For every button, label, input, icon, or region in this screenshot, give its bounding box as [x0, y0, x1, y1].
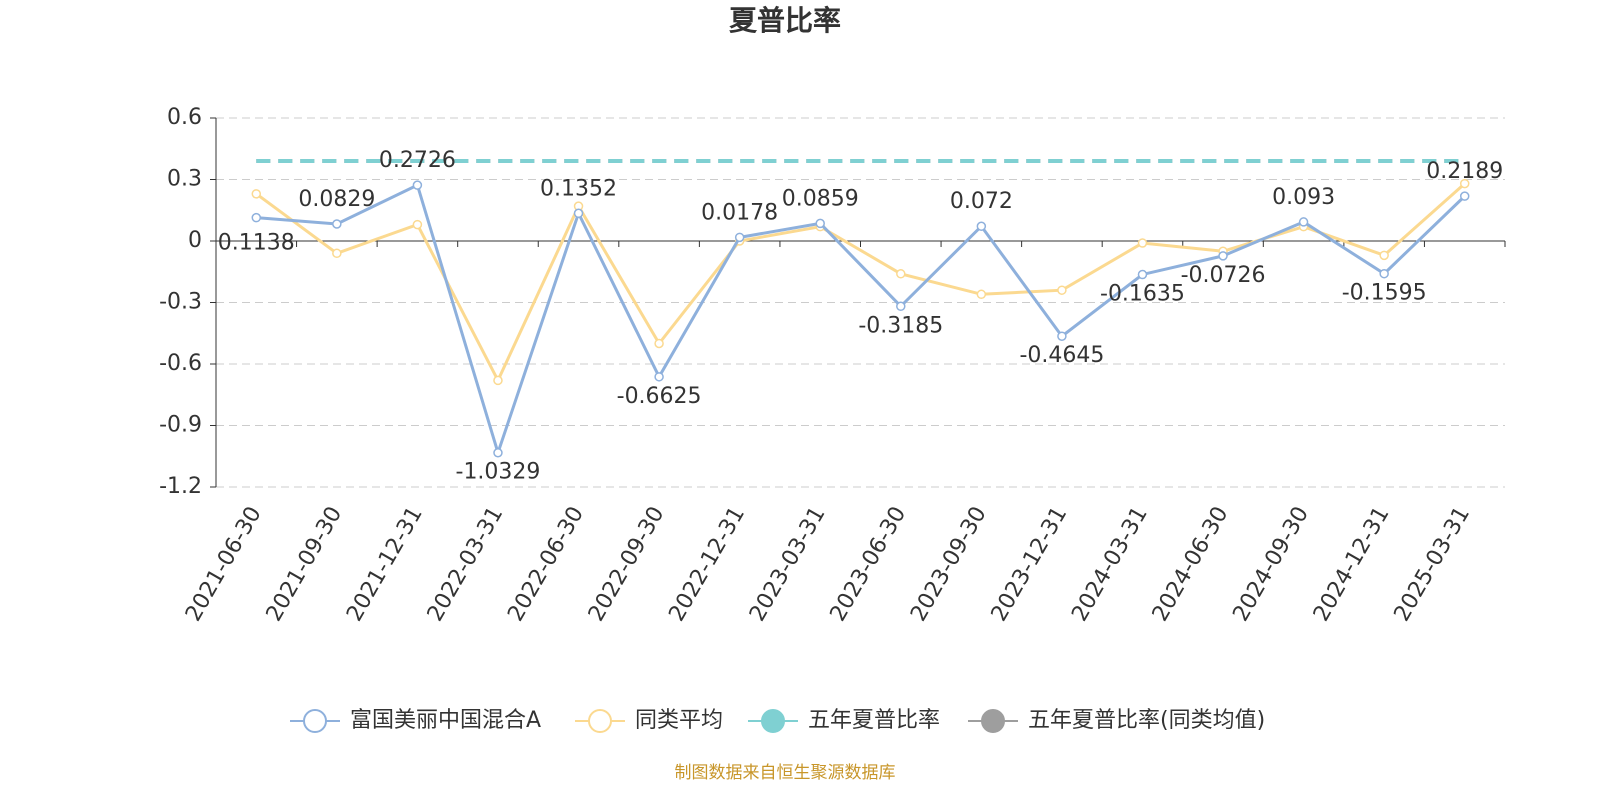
point	[251, 212, 262, 223]
x-tick-label: 2021-09-30	[262, 503, 348, 626]
y-tick-label: 0	[188, 228, 202, 253]
point	[1379, 250, 1389, 261]
point	[493, 375, 503, 386]
y-tick-label: 0.3	[167, 167, 202, 192]
point	[1218, 251, 1228, 261]
data-label: 0.0829	[298, 187, 375, 212]
data-label: -0.1635	[1100, 282, 1185, 307]
point	[1298, 217, 1309, 227]
point	[734, 232, 745, 243]
x-tick-label: 2021-12-31	[342, 503, 428, 626]
x-tick-label: 2022-03-31	[423, 503, 509, 626]
data-label: 0.1138	[218, 231, 295, 256]
legend-marker	[981, 709, 1005, 733]
point	[251, 189, 262, 199]
data-label: 0.093	[1272, 185, 1335, 210]
point	[815, 218, 825, 229]
chart-title: 夏普比率	[729, 4, 841, 37]
point	[412, 180, 423, 190]
data-label: -0.3185	[858, 313, 943, 338]
y-tick-label: -1.2	[159, 474, 202, 499]
data-label: 0.2189	[1426, 159, 1503, 184]
point	[1137, 238, 1148, 248]
point	[1137, 269, 1148, 280]
data-label: 0.0178	[701, 200, 778, 225]
legend-label: 五年夏普比率	[808, 708, 940, 733]
legend-label: 五年夏普比率(同类均值)	[1028, 708, 1265, 733]
point	[1459, 191, 1470, 201]
x-tick-label: 2024-09-30	[1228, 503, 1314, 626]
x-tick-label: 2023-09-30	[906, 503, 992, 626]
legend-label: 富国美丽中国混合A	[350, 708, 541, 733]
data-label: 0.2726	[379, 148, 456, 173]
data-label: -0.6625	[617, 384, 702, 409]
data-label: -0.4645	[1019, 343, 1104, 368]
point	[976, 221, 987, 231]
data-label: -0.0726	[1181, 263, 1266, 288]
data-label: 0.072	[950, 189, 1013, 214]
x-tick-label: 2024-03-31	[1067, 503, 1153, 626]
legend-marker	[303, 709, 327, 733]
legend-label: 同类平均	[635, 708, 723, 733]
data-label: 0.1352	[540, 176, 617, 201]
x-tick-label: 2022-06-30	[503, 503, 589, 626]
point	[1057, 331, 1067, 341]
data-label: -0.1595	[1342, 281, 1427, 306]
x-tick-label: 2023-12-31	[987, 503, 1073, 626]
series-line	[256, 183, 1466, 458]
point	[976, 289, 987, 300]
x-tick-label: 2024-06-30	[1148, 503, 1234, 626]
point	[1057, 285, 1067, 295]
point	[493, 447, 503, 458]
point	[896, 269, 906, 279]
legend-marker	[761, 709, 785, 733]
x-tick-label: 2024-12-31	[1309, 503, 1395, 626]
point	[332, 219, 342, 229]
data-label: 0.0859	[782, 186, 859, 211]
point	[573, 208, 584, 219]
point	[1459, 178, 1470, 189]
series-line	[255, 182, 1466, 384]
point	[654, 338, 664, 349]
x-tick-label: 2022-09-30	[584, 503, 670, 626]
y-tick-label: -0.9	[159, 413, 202, 438]
x-tick-label: 2022-12-31	[664, 503, 750, 626]
source: 制图数据来自恒生聚源数据库	[675, 763, 896, 783]
y-tick-label: -0.3	[159, 290, 202, 315]
x-tick-label: 2025-03-31	[1390, 503, 1476, 626]
point	[896, 301, 906, 312]
y-tick-label: 0.6	[167, 105, 202, 130]
point	[412, 219, 423, 230]
y-tick-label: -0.6	[159, 351, 202, 376]
point	[1379, 268, 1389, 279]
legend-marker	[588, 709, 612, 733]
x-tick-label: 2023-03-31	[745, 503, 831, 626]
data-label: -1.0329	[456, 460, 541, 485]
point	[654, 372, 664, 382]
point	[332, 248, 342, 259]
x-tick-label: 2023-06-30	[826, 503, 912, 626]
x-tick-label: 2021-06-30	[181, 503, 267, 626]
